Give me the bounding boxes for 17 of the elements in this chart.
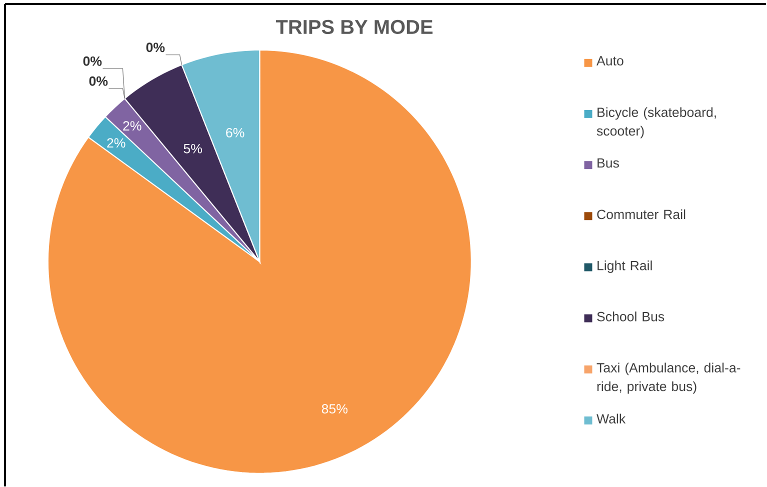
data-label: 2% bbox=[107, 138, 126, 148]
legend-label: School Bus bbox=[597, 311, 664, 322]
data-label: 2% bbox=[123, 120, 142, 130]
legend-label: Taxi (Ambulance, dial-a-ride, private bus) bbox=[596, 362, 740, 394]
text: 0% bbox=[83, 56, 102, 66]
data-label: 85% bbox=[322, 404, 348, 414]
legend-label: Bicycle (skateboard, scooter) bbox=[596, 107, 716, 138]
data-label: 5% bbox=[184, 144, 202, 154]
text: 0% bbox=[89, 76, 108, 86]
legend-label: Light Rail bbox=[598, 260, 652, 273]
legend-label: Auto bbox=[596, 56, 624, 66]
legend-label: Walk bbox=[596, 414, 626, 424]
text: 0% bbox=[146, 42, 165, 52]
chart-title: TRIPS BY MODE bbox=[276, 20, 433, 34]
data-label: 6% bbox=[226, 128, 244, 138]
legend-label: Bus bbox=[598, 158, 619, 168]
legend-label: Commuter Rail bbox=[597, 209, 686, 219]
